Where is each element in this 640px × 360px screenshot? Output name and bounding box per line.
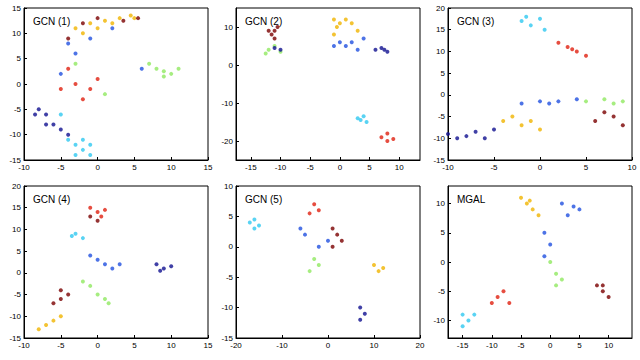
svg-text:5: 5 <box>132 341 137 350</box>
svg-text:10: 10 <box>436 199 445 208</box>
svg-text:5: 5 <box>132 163 137 172</box>
svg-text:-10: -10 <box>221 303 233 312</box>
svg-text:10: 10 <box>370 341 379 350</box>
svg-text:-5: -5 <box>226 273 234 282</box>
svg-text:15: 15 <box>12 203 21 212</box>
svg-text:15: 15 <box>204 163 213 172</box>
svg-text:0: 0 <box>17 268 22 277</box>
svg-text:-10: -10 <box>9 130 21 139</box>
svg-text:-15: -15 <box>221 333 233 343</box>
svg-text:5: 5 <box>17 54 22 63</box>
svg-text:-10: -10 <box>433 134 445 143</box>
svg-text:-15: -15 <box>433 155 445 165</box>
svg-text:5: 5 <box>17 247 22 256</box>
svg-text:15: 15 <box>204 341 213 350</box>
svg-text:-5: -5 <box>438 287 446 296</box>
svg-text:0: 0 <box>538 163 543 172</box>
svg-text:-5: -5 <box>57 163 65 172</box>
svg-text:-5: -5 <box>517 341 525 350</box>
svg-text:-15: -15 <box>9 155 21 165</box>
svg-text:-10: -10 <box>275 163 287 172</box>
svg-text:-10: -10 <box>9 312 21 321</box>
svg-text:0: 0 <box>441 258 446 267</box>
svg-text:10: 10 <box>395 163 404 172</box>
svg-text:-20: -20 <box>230 341 242 350</box>
svg-text:MGAL: MGAL <box>457 194 486 205</box>
svg-text:10: 10 <box>224 23 233 32</box>
svg-text:GCN (2): GCN (2) <box>245 16 282 27</box>
svg-text:20: 20 <box>416 341 425 350</box>
svg-text:-20: -20 <box>221 137 233 146</box>
svg-text:GCN (1): GCN (1) <box>33 16 70 27</box>
svg-text:20: 20 <box>12 182 21 191</box>
svg-text:5: 5 <box>577 341 582 350</box>
svg-text:0: 0 <box>441 90 446 99</box>
svg-text:5: 5 <box>367 163 372 172</box>
svg-text:-5: -5 <box>14 290 22 299</box>
svg-text:0: 0 <box>548 341 553 350</box>
svg-text:-15: -15 <box>457 341 469 350</box>
svg-text:-5: -5 <box>14 105 22 114</box>
svg-text:20: 20 <box>436 4 445 13</box>
svg-text:-10: -10 <box>433 316 445 325</box>
svg-text:GCN (5): GCN (5) <box>245 194 282 205</box>
svg-text:10: 10 <box>436 47 445 56</box>
svg-text:-5: -5 <box>438 112 446 121</box>
svg-text:-15: -15 <box>245 163 257 172</box>
svg-text:10: 10 <box>628 163 637 172</box>
svg-text:0: 0 <box>17 80 22 89</box>
svg-text:-5: -5 <box>57 341 65 350</box>
svg-text:-5: -5 <box>307 163 315 172</box>
svg-text:10: 10 <box>12 225 21 234</box>
svg-text:-10: -10 <box>18 341 30 350</box>
svg-text:15: 15 <box>436 25 445 34</box>
svg-text:10: 10 <box>224 182 233 191</box>
svg-text:10: 10 <box>604 341 613 350</box>
svg-text:-5: -5 <box>490 163 498 172</box>
svg-text:10: 10 <box>167 341 176 350</box>
svg-text:5: 5 <box>441 69 446 78</box>
svg-text:GCN (4): GCN (4) <box>33 194 70 205</box>
svg-text:10: 10 <box>12 29 21 38</box>
svg-text:15: 15 <box>12 4 21 13</box>
svg-text:-10: -10 <box>486 341 498 350</box>
svg-text:0: 0 <box>229 242 234 251</box>
svg-text:-10: -10 <box>442 163 454 172</box>
svg-text:5: 5 <box>441 228 446 237</box>
svg-text:0: 0 <box>95 341 100 350</box>
svg-text:-10: -10 <box>221 99 233 108</box>
svg-text:5: 5 <box>584 163 589 172</box>
svg-text:GCN (3): GCN (3) <box>457 16 494 27</box>
svg-text:-10: -10 <box>276 341 288 350</box>
svg-text:0: 0 <box>338 163 343 172</box>
svg-text:10: 10 <box>167 163 176 172</box>
svg-text:-10: -10 <box>18 163 30 172</box>
svg-text:0: 0 <box>95 163 100 172</box>
svg-text:0: 0 <box>229 61 234 70</box>
svg-text:0: 0 <box>326 341 331 350</box>
svg-text:-15: -15 <box>9 333 21 343</box>
svg-text:5: 5 <box>229 212 234 221</box>
